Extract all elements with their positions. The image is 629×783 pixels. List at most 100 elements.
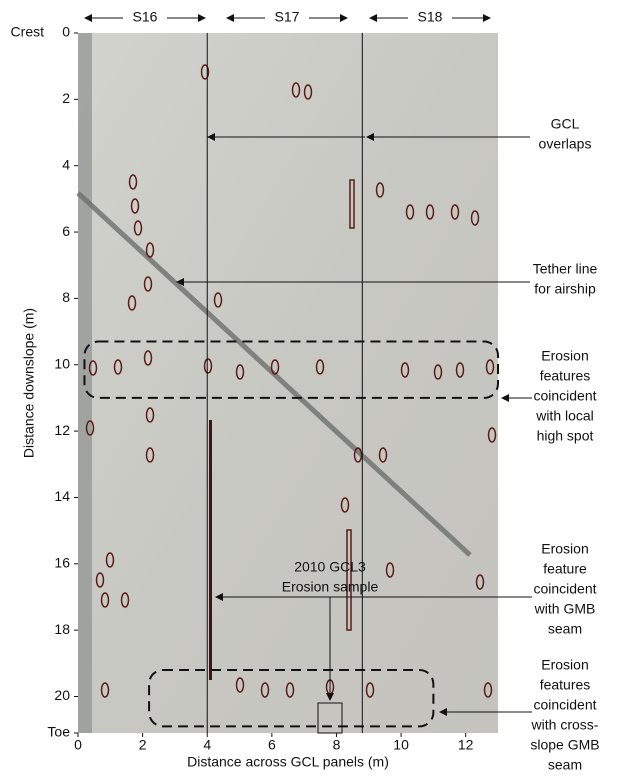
erosion-feature	[285, 682, 295, 698]
annotation: coincident	[533, 697, 596, 713]
x-tick-label: 0	[74, 737, 82, 753]
x-tick-label: 4	[203, 737, 211, 753]
annotation: 2010 GCL3	[294, 559, 366, 575]
y-tick-label: 0	[62, 24, 70, 40]
erosion-feature	[133, 220, 143, 236]
erosion-feature	[291, 82, 301, 98]
annotation: Erosion sample	[282, 579, 379, 595]
erosion-feature	[130, 198, 140, 214]
annotation: seam	[548, 621, 582, 637]
x-tick-label: 10	[393, 737, 409, 753]
photo	[78, 33, 498, 733]
erosion-feature	[485, 359, 495, 375]
x-tick-label: 8	[333, 737, 341, 753]
erosion-feature	[143, 350, 153, 366]
erosion-feature	[105, 552, 115, 568]
erosion-feature	[100, 682, 110, 698]
erosion-feature	[143, 276, 153, 292]
y-tick-label: 14	[54, 488, 70, 504]
y-tick-label: 20	[54, 687, 70, 703]
annotation: features	[540, 368, 591, 384]
x-tick-label: 6	[268, 737, 276, 753]
y-tick-label: 18	[54, 621, 70, 637]
erosion-feature	[145, 447, 155, 463]
erosion-feature	[487, 427, 497, 443]
erosion-feature	[450, 204, 460, 220]
erosion-feature	[113, 359, 123, 375]
erosion-feature	[483, 682, 493, 698]
seam-feature	[349, 179, 355, 229]
erosion-feature	[400, 362, 410, 378]
y-tick-label: 16	[54, 555, 70, 571]
erosion-feature	[120, 592, 130, 608]
erosion-feature	[455, 362, 465, 378]
erosion-feature	[470, 210, 480, 226]
erosion-feature	[303, 84, 313, 100]
erosion-feature	[213, 292, 223, 308]
seam-feature	[209, 420, 212, 680]
seam-feature	[346, 529, 352, 631]
y-tick-label: 6	[62, 223, 70, 239]
annotation: Erosion	[541, 657, 588, 673]
panel-label: S18	[418, 9, 443, 25]
erosion-feature	[270, 359, 280, 375]
annotation: for airship	[534, 281, 596, 297]
erosion-feature	[365, 682, 375, 698]
highlight-box	[83, 340, 499, 399]
y-tick-label: 4	[62, 156, 70, 172]
x-axis-label: Distance across GCL panels (m)	[187, 754, 389, 770]
erosion-feature	[433, 364, 443, 380]
annotation: GCL	[551, 116, 580, 132]
erosion-feature	[378, 447, 388, 463]
highlight-box	[148, 668, 435, 728]
erosion-feature	[425, 204, 435, 220]
erosion-feature	[315, 359, 325, 375]
x-tick-label: 2	[139, 737, 147, 753]
erosion-feature	[100, 592, 110, 608]
sample-box	[317, 702, 343, 734]
annotation: Tether line	[533, 261, 598, 277]
y-tick-label: Toe	[47, 724, 70, 740]
erosion-feature	[203, 358, 213, 374]
erosion-feature	[127, 295, 137, 311]
erosion-feature	[235, 364, 245, 380]
y-axis-label: Distance downslope (m)	[21, 308, 37, 458]
annotation: slope GMB	[530, 737, 599, 753]
erosion-feature	[353, 447, 363, 463]
erosion-feature	[200, 64, 210, 80]
erosion-feature	[405, 204, 415, 220]
erosion-feature	[145, 242, 155, 258]
annotation: Erosion	[541, 348, 588, 364]
y-tick-label: 10	[54, 355, 70, 371]
erosion-feature	[85, 420, 95, 436]
crest-label: Crest	[11, 24, 45, 40]
annotation: overlaps	[539, 136, 592, 152]
annotation: coincident	[533, 581, 596, 597]
x-tick-label: 12	[458, 737, 474, 753]
erosion-feature	[88, 360, 98, 376]
erosion-feature	[260, 682, 270, 698]
annotation: seam	[548, 757, 582, 773]
annotation: Erosion	[541, 541, 588, 557]
erosion-feature	[385, 562, 395, 578]
erosion-feature	[145, 407, 155, 423]
erosion-feature	[95, 572, 105, 588]
erosion-feature	[340, 497, 350, 513]
erosion-feature	[475, 574, 485, 590]
y-tick-label: 12	[54, 422, 70, 438]
annotation: features	[540, 677, 591, 693]
panel-label: S17	[275, 9, 300, 25]
erosion-feature	[375, 182, 385, 198]
annotation: high spot	[537, 428, 594, 444]
erosion-feature	[128, 174, 138, 190]
erosion-feature	[235, 677, 245, 693]
annotation: with local	[535, 408, 594, 424]
annotation: with GMB	[534, 601, 596, 617]
panel-label: S16	[133, 9, 158, 25]
y-tick-label: 2	[62, 90, 70, 106]
annotation: feature	[543, 561, 587, 577]
annotation: with cross-	[531, 717, 599, 733]
annotation: coincident	[533, 388, 596, 404]
y-tick-label: 8	[62, 289, 70, 305]
